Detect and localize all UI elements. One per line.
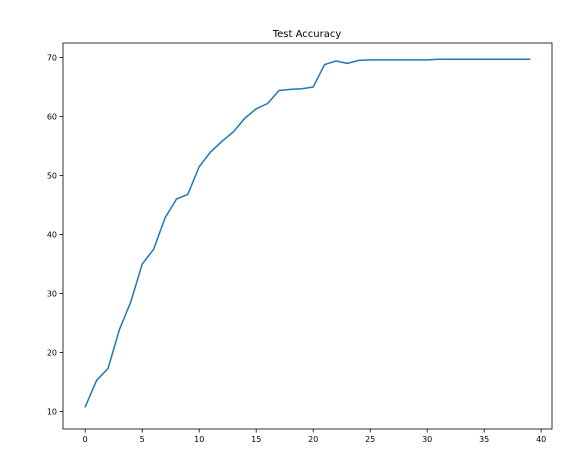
x-tick-label: 25 bbox=[365, 435, 375, 444]
y-axis: 10 20 30 40 50 60 70 bbox=[47, 53, 63, 417]
chart-title: Test Accuracy bbox=[272, 29, 342, 40]
x-tick-label: 40 bbox=[536, 435, 546, 444]
y-tick-label: 70 bbox=[47, 53, 57, 62]
x-axis: 0 5 10 15 20 25 30 35 40 bbox=[83, 429, 546, 444]
x-tick-label: 35 bbox=[479, 435, 489, 444]
y-tick-label: 30 bbox=[47, 290, 57, 299]
y-tick-label: 50 bbox=[47, 172, 57, 181]
x-tick-label: 30 bbox=[422, 435, 432, 444]
x-tick-label: 10 bbox=[194, 435, 204, 444]
series-line-0 bbox=[84, 58, 531, 408]
x-tick-label: 0 bbox=[83, 435, 88, 444]
x-tick-label: 15 bbox=[251, 435, 261, 444]
plot-area bbox=[62, 42, 553, 430]
y-tick-label: 20 bbox=[47, 349, 57, 358]
series-layer bbox=[84, 58, 531, 408]
x-tick-label: 5 bbox=[140, 435, 145, 444]
y-tick-label: 40 bbox=[47, 231, 57, 240]
x-tick-label: 20 bbox=[308, 435, 318, 444]
y-tick-label: 60 bbox=[47, 112, 57, 121]
y-tick-label: 10 bbox=[47, 408, 57, 417]
plot-frame bbox=[62, 42, 553, 430]
